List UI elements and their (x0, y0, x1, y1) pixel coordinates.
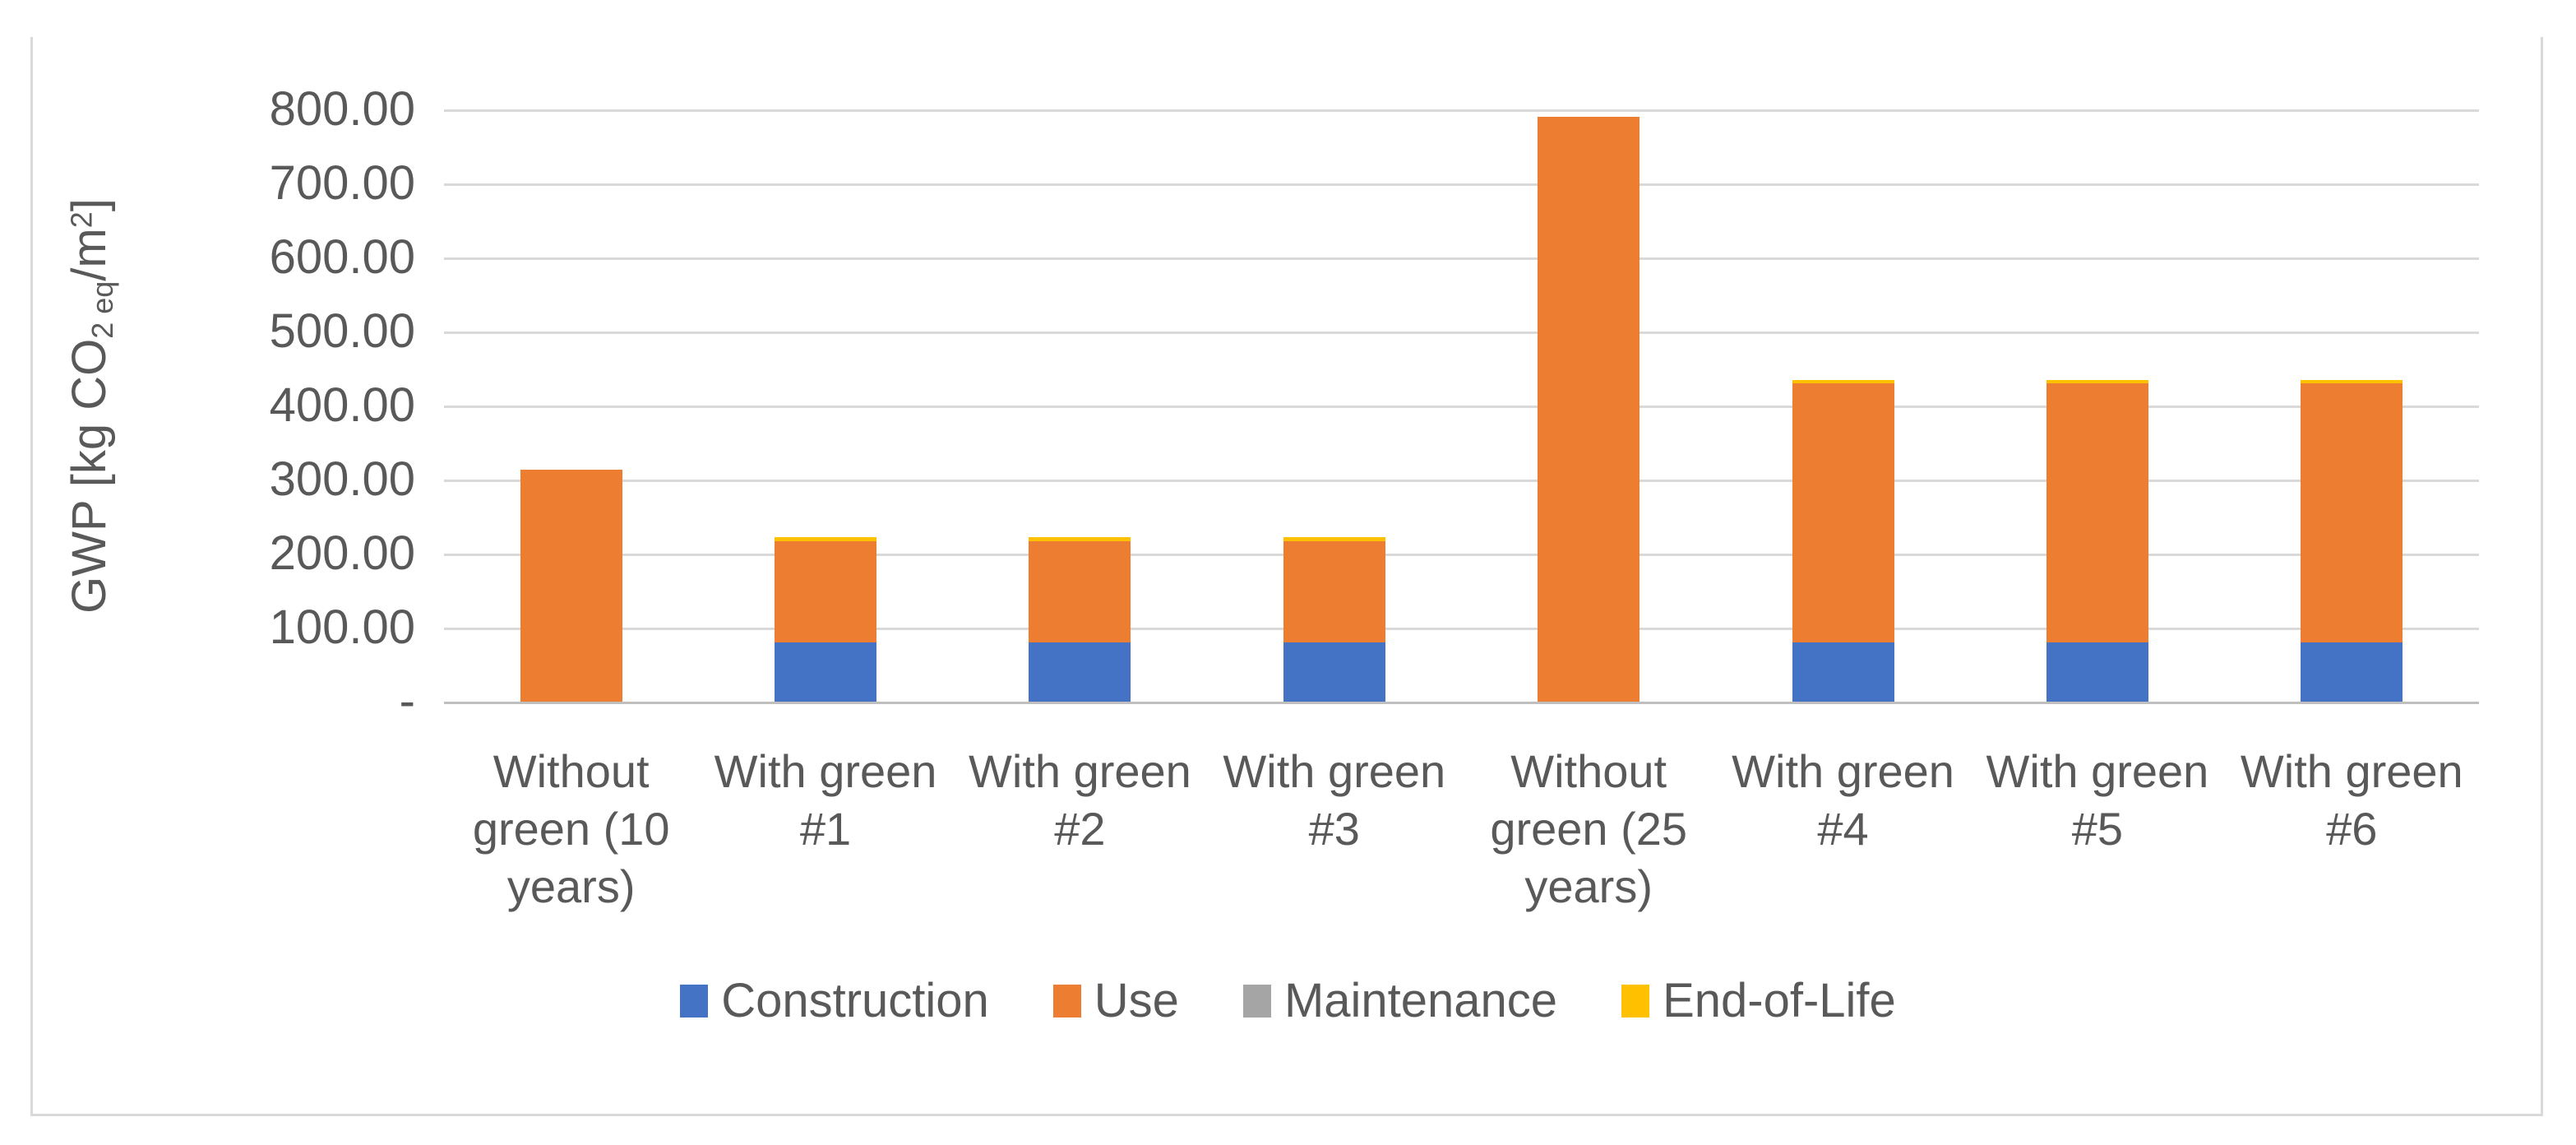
x-category-label: With green #5 (1986, 745, 2209, 855)
x-category-label: With green #1 (714, 745, 937, 855)
category-slot (1207, 109, 1461, 702)
stacked-bar (1029, 537, 1131, 702)
gridline (444, 331, 2479, 334)
y-tick-label: 100.00 (269, 600, 415, 654)
bar-segment-end-of-life (2301, 379, 2403, 383)
legend-swatch-use (1052, 984, 1081, 1018)
bar-segment-use (520, 470, 622, 702)
y-tick-label: 400.00 (269, 378, 415, 432)
gridline (444, 554, 2479, 556)
category-slot (444, 109, 698, 702)
legend-label: Construction (721, 974, 989, 1027)
stacked-bar (1283, 537, 1385, 702)
legend: Construction Use Maintenance End-of-Life (0, 973, 2576, 1028)
legend-swatch-maintenance (1242, 984, 1271, 1018)
legend-item-construction: Construction (680, 973, 989, 1028)
x-axis-line (444, 702, 2479, 704)
bar-segment-construction (1792, 642, 1894, 702)
legend-label: Use (1094, 974, 1179, 1027)
legend-label: Maintenance (1283, 974, 1558, 1027)
stacked-bar (1792, 379, 1894, 702)
stacked-bar (1538, 117, 1640, 702)
y-tick-label: 600.00 (269, 230, 415, 284)
legend-swatch-end-of-life (1621, 984, 1650, 1018)
bar-segment-construction (1283, 642, 1385, 702)
stacked-bar (2301, 379, 2403, 702)
gridline (444, 183, 2479, 186)
x-category-label: With green #2 (969, 745, 1191, 855)
bar-segment-use (775, 540, 877, 642)
bar-segment-end-of-life (2046, 379, 2148, 383)
bars-row (444, 109, 2479, 702)
x-category-label: Without green (10 years) (472, 745, 670, 912)
y-tick-label: 800.00 (269, 82, 415, 136)
y-axis-tick-labels: - 100.00 200.00 300.00 400.00 500.00 600.00 700… (0, 82, 415, 728)
x-category-label: With green #6 (2240, 745, 2463, 855)
stacked-bar (520, 470, 622, 702)
x-category-label: With green #4 (1732, 745, 1954, 855)
bar-segment-use (1538, 117, 1640, 702)
gridline (444, 109, 2479, 112)
y-tick-label: 500.00 (269, 304, 415, 358)
y-tick-label: 300.00 (269, 452, 415, 506)
figure-frame (30, 37, 2543, 1116)
x-axis-labels: Without green (10 years) With green #1 Wit… (444, 743, 2479, 916)
y-tick-label: 700.00 (269, 156, 415, 210)
gridline (444, 257, 2479, 260)
y-tick-label: 200.00 (269, 526, 415, 580)
stacked-bar (2046, 379, 2148, 702)
bar-segment-construction (2301, 642, 2403, 702)
bar-segment-use (2301, 383, 2403, 642)
gridline (444, 480, 2479, 482)
x-category-label: Without green (25 years) (1490, 745, 1688, 912)
bar-segment-construction (1029, 642, 1131, 702)
bar-segment-construction (2046, 642, 2148, 702)
category-slot (2225, 109, 2479, 702)
bar-segment-end-of-life (1792, 379, 1894, 383)
bar-segment-use (1283, 540, 1385, 642)
legend-label: End-of-Life (1663, 974, 1896, 1027)
category-slot (1716, 109, 1970, 702)
legend-swatch-construction (680, 984, 709, 1018)
category-slot (953, 109, 1207, 702)
bar-segment-end-of-life (1283, 537, 1385, 541)
category-slot (1970, 109, 2224, 702)
plot-area (444, 109, 2479, 704)
bar-segment-construction (775, 642, 877, 702)
category-slot (698, 109, 952, 702)
bar-segment-end-of-life (775, 537, 877, 541)
gridline (444, 406, 2479, 408)
stacked-bar (775, 537, 877, 702)
bar-segment-use (2046, 383, 2148, 642)
y-tick-label: - (399, 674, 415, 728)
gridline (444, 628, 2479, 630)
legend-item-maintenance: Maintenance (1242, 973, 1558, 1028)
bar-segment-end-of-life (1029, 537, 1131, 541)
x-category-label: With green #3 (1223, 745, 1446, 855)
bar-segment-use (1029, 540, 1131, 642)
bar-segment-use (1792, 383, 1894, 642)
category-slot (1462, 109, 1716, 702)
legend-item-use: Use (1052, 973, 1179, 1028)
legend-item-end-of-life: End-of-Life (1621, 973, 1896, 1028)
